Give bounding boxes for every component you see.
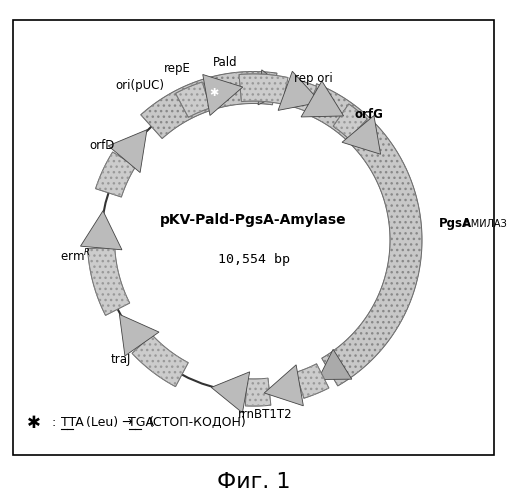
Polygon shape [175,82,210,118]
Text: rrnBT1T2: rrnBT1T2 [238,408,293,421]
Polygon shape [81,211,122,250]
Polygon shape [264,365,303,406]
Text: orfD: orfD [90,139,115,152]
Text: :: : [49,416,61,429]
Polygon shape [108,130,147,172]
Polygon shape [132,334,188,386]
Text: orfG: orfG [354,108,383,122]
Text: (Leu) →: (Leu) → [82,416,136,429]
Text: ori(pUC): ori(pUC) [115,79,164,92]
Polygon shape [305,84,422,386]
Polygon shape [333,104,367,139]
Polygon shape [141,72,277,138]
Text: ✱: ✱ [209,88,219,98]
Polygon shape [296,364,329,398]
Text: 10,554 bp: 10,554 bp [218,254,289,266]
Polygon shape [258,70,288,105]
Text: TTA: TTA [61,416,84,429]
Text: Фиг. 1: Фиг. 1 [217,472,290,492]
Text: (СТОП-КОДОН): (СТОП-КОДОН) [149,416,246,429]
Text: PgsA: PgsA [439,218,472,230]
Text: pKV-Pald-PgsA-Amylase: pKV-Pald-PgsA-Amylase [160,213,347,227]
Polygon shape [95,152,136,197]
Polygon shape [203,74,243,116]
Text: ✱: ✱ [26,414,41,432]
Polygon shape [211,372,249,413]
Text: repE: repE [164,62,191,74]
Polygon shape [342,116,381,154]
Polygon shape [245,378,271,406]
Text: traJ: traJ [111,353,131,366]
Text: rep ori: rep ori [294,72,333,85]
Text: TGA: TGA [128,416,155,429]
Polygon shape [120,314,159,356]
Polygon shape [278,72,321,110]
Text: erm$^R$: erm$^R$ [60,248,91,264]
Polygon shape [285,78,317,112]
Polygon shape [239,74,288,104]
Text: · АМИЛАЗА: · АМИЛАЗА [458,219,507,229]
Polygon shape [301,81,344,117]
Polygon shape [88,248,130,316]
Text: Pald: Pald [213,56,238,69]
Polygon shape [318,350,352,380]
